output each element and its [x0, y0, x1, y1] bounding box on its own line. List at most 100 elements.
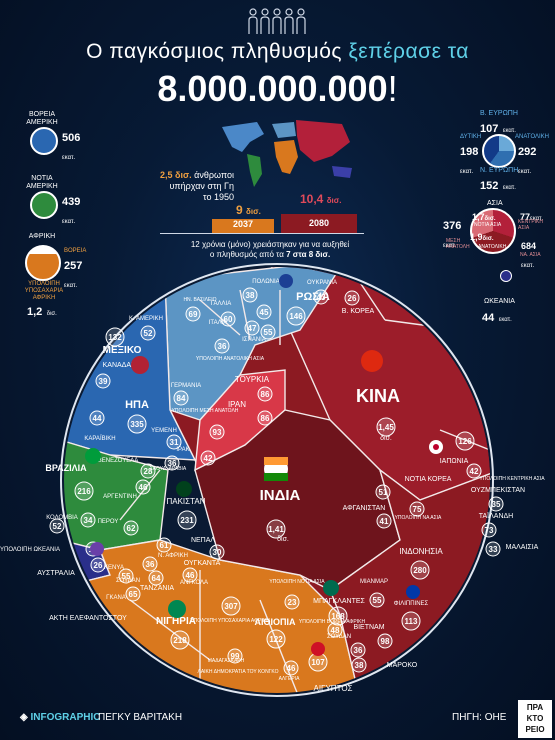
region-label: ΝΙΓΗΡΙΑ: [156, 616, 196, 627]
region-label: ΜΑΡΟΚΟ: [387, 662, 418, 669]
east-europe-label: ΑΝΑΤΟΛΙΚΗ: [515, 134, 550, 140]
region-value: 38: [355, 661, 364, 670]
region-value: 51: [379, 488, 388, 497]
region-label: ΥΠΟΛΟΙΠΗ ΜΕΣΗ ΑΝΑΤΟΛΗ: [172, 408, 239, 414]
region-label: ΙΝΔΟΝΗΣΙΑ: [399, 547, 443, 556]
west-europe-label: ΔΥΤΙΚΗ: [460, 134, 482, 140]
value-badge: [350, 642, 366, 658]
value-badge: [148, 570, 164, 586]
bar-2037: 2037: [212, 219, 274, 233]
value-badge: [375, 484, 391, 500]
past-population-text: 2,5 δισ. άνθρωποι υπήρχαν στη Γη το 1950: [160, 170, 234, 202]
region-value: 75: [413, 505, 422, 514]
region-label: ΝΕΠΑΛ: [191, 537, 215, 544]
value-badge: [284, 594, 300, 610]
value-badge: [242, 287, 258, 303]
se-asia-value: 684 εκατ.: [521, 241, 537, 269]
region-label: ΥΠΟΛΟΙΠΗ ΝΟΤΙΑ ΑΣΙΑ: [269, 579, 325, 585]
value-badge: [209, 424, 225, 440]
footer-source: ΠΗΓΗ: ΟΗΕ: [452, 712, 507, 723]
title-line-1: Ο παγκόσμιος πληθυσμός ξεπέρασε τα: [0, 40, 555, 64]
region-label: ΜΠΑΓΚΛΑΝΤΕΣ: [313, 598, 365, 605]
region-label: ΥΠΟΛΟΙΠΗ ΑΝΑΤΟΛΙΚΗ ΑΣΙΑ: [196, 356, 265, 362]
region-label: ΤΟΥΡΚΙΑ: [235, 375, 270, 384]
value-badge: [220, 311, 236, 327]
region-value: 36: [168, 459, 177, 468]
region-label: ΦΙΛΙΠΠΙΝΕΣ: [394, 601, 429, 607]
people-icon: [248, 8, 306, 34]
timeline-line: [160, 233, 364, 234]
north-america-legend-icon: [30, 127, 58, 155]
region-value: 39: [99, 377, 108, 386]
region-label: ΚΑΡΑΪΒΙΚΗ: [84, 435, 115, 442]
value-badge: [90, 557, 106, 573]
region-label: ΚΑΝΑΔΑΣ: [103, 362, 136, 369]
region-label: ΙΑΠΩΝΙΑ: [440, 458, 469, 465]
value-badge: [327, 622, 343, 638]
value-badge: [266, 519, 286, 539]
region-value: 122: [269, 635, 283, 644]
region-label: ΥΠΟΛΟΙΠΗ ΒΟΡΕΙΑ ΑΦΡΙΚΗ: [299, 619, 366, 625]
region-label: ΑΡΓΕΝΤΙΝΗ: [103, 494, 137, 500]
region-value: 45: [260, 308, 269, 317]
region-label: ΑΥΣΤΡΑΛΙΑ: [37, 570, 75, 577]
region-value: 99: [231, 652, 240, 661]
title-number: 8.000.000.000: [157, 68, 388, 109]
value-badge: [135, 479, 151, 495]
region-value: 28: [144, 467, 153, 476]
region-label: ΚΙΝΑ: [356, 386, 400, 406]
region-value: 126: [458, 437, 472, 446]
region-label: ΟΥΚΡΑΝΙΑ: [307, 280, 337, 286]
region-value: 62: [127, 524, 136, 533]
europe-legend-icon: [482, 134, 516, 168]
region-value: 31: [170, 438, 179, 447]
region-value: 36: [146, 560, 155, 569]
value-badge: [328, 606, 348, 626]
value-badge: [221, 596, 241, 616]
timeline-note: 12 χρόνια (μόνο) χρειάστηκαν για να αυξη…: [190, 240, 350, 259]
africa-sub-value: 1,2 δισ.: [27, 306, 57, 318]
region-value: 335: [130, 420, 144, 429]
nine-billion-label: 9 δισ.: [236, 203, 261, 217]
north-america-legend-value: 506 εκατ.: [62, 132, 81, 161]
region-value: 84: [177, 394, 186, 403]
region-label: ΜΙΑΝΜΑΡ: [360, 579, 388, 585]
value-badge: [95, 373, 111, 389]
region-value: 44: [93, 414, 102, 423]
region-value: 61: [160, 541, 169, 550]
region-label: ΚΟΛΟΜΒΙΑ: [46, 515, 78, 521]
value-badge: [182, 567, 198, 583]
south-europe-value: 152 εκατ.: [480, 180, 516, 192]
value-badge: [80, 512, 96, 528]
value-badge: [170, 630, 190, 650]
region-label: δισ.: [277, 536, 289, 543]
central-asia-value: 77εκατ.: [520, 212, 544, 222]
region-label: ΟΥΖΜΠΕΚΙΣΤΑΝ: [471, 487, 525, 494]
region-value: 46: [139, 483, 148, 492]
footer-author: ΠΕΓΚΥ ΒΑΡΙΤΑΚΗ: [98, 712, 183, 723]
value-badge: [409, 501, 425, 517]
africa-sub-label: ΥΠΟΛΟΙΠΗ ΥΠΟΣΑΧΑΡΙΑ ΑΦΡΙΚΗ: [24, 281, 64, 301]
region-value: 307: [224, 602, 238, 611]
value-badge: [286, 306, 306, 326]
region-value: 42: [470, 467, 479, 476]
value-badge: [74, 481, 94, 501]
region-label: ΣΟΥΔΑΝ: [327, 634, 351, 640]
value-badge: [485, 541, 501, 557]
region-value: 73: [485, 526, 494, 535]
title-line-2: 8.000.000.000!: [0, 68, 555, 110]
value-badge: [118, 568, 134, 584]
value-badge: [142, 556, 158, 572]
region-label: Β. ΚΟΡΕΑ: [342, 308, 375, 315]
east-europe-value: 292 εκατ.: [518, 146, 537, 175]
value-badge: [266, 629, 286, 649]
region-value: 38: [246, 291, 255, 300]
south-america-legend-label: ΝΟΤΙΑ ΑΜΕΡΙΚΗ: [26, 175, 58, 190]
middle-east-value: 376 εκατ.: [443, 220, 462, 249]
value-badge: [127, 414, 147, 434]
region-label: ΑΙΓΥΠΤΟΣ: [314, 684, 353, 693]
asia-legend-title: ΑΣΙΑ: [487, 200, 503, 207]
region-value: 132: [108, 333, 122, 342]
value-badge: [410, 560, 430, 580]
region-value: 26: [94, 561, 103, 570]
